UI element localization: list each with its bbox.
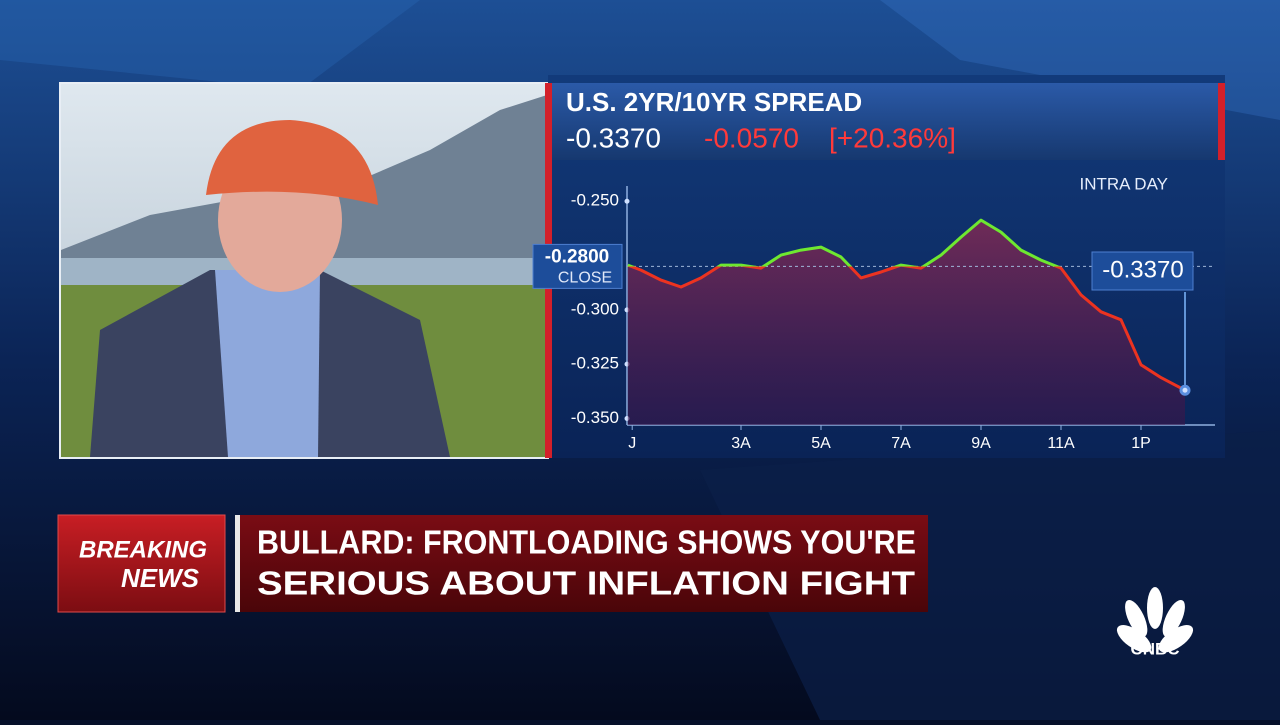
chart: -0.250 -0.300 -0.325 -0.350 J 3A 5A 7A 9A 11A 1P -0…: [532, 186, 1215, 452]
last-box: [1091, 251, 1194, 291]
close-value: -0.2800: [545, 246, 609, 267]
y-tick-label: -0.300: [571, 299, 619, 318]
area: [627, 220, 1185, 425]
last-value-label: -0.3370: [1102, 256, 1183, 283]
y-tick-label: -0.325: [571, 354, 619, 373]
headline: SERIOUS ABOUT INFLATION FIGHT: [257, 565, 915, 602]
percent-change: [+20.36%]: [829, 122, 956, 153]
close-box: [532, 243, 623, 289]
x-tick-label: 7A: [891, 435, 911, 452]
x-tick-label: 9A: [971, 435, 991, 452]
period-label: INTRA DAY: [1080, 174, 1168, 193]
breaking-label: NEWS: [121, 563, 200, 593]
backdrop-shape: [0, 0, 420, 90]
x-tick-label: J: [628, 435, 636, 452]
network-name: CNBC: [1130, 639, 1179, 658]
y-tick-label: -0.350: [571, 408, 619, 427]
line: [627, 218, 1186, 392]
y-tick-label: -0.250: [571, 191, 619, 210]
last-point: [1179, 384, 1191, 396]
x-tick-label: 1P: [1131, 435, 1151, 452]
x-tick-label: 11A: [1047, 435, 1075, 452]
chart-title: U.S. 2YR/10YR SPREAD: [566, 87, 862, 117]
x-tick-label: 3A: [731, 435, 751, 452]
breaking-label: BREAKING: [79, 536, 207, 563]
lower-third: BREAKING NEWS BULLARD: FRONTLOADING SHOW…: [57, 514, 928, 613]
headline: BULLARD: FRONTLOADING SHOWS YOU'RE: [257, 524, 916, 561]
change: -0.0570: [704, 122, 799, 153]
y-tick: [624, 198, 630, 204]
video-feed: [59, 82, 549, 459]
x-tick-label: 5A: [811, 435, 831, 452]
last-value: -0.3370: [566, 122, 661, 153]
network-logo: CNBC: [1116, 587, 1194, 658]
close-text: CLOSE: [558, 270, 612, 287]
